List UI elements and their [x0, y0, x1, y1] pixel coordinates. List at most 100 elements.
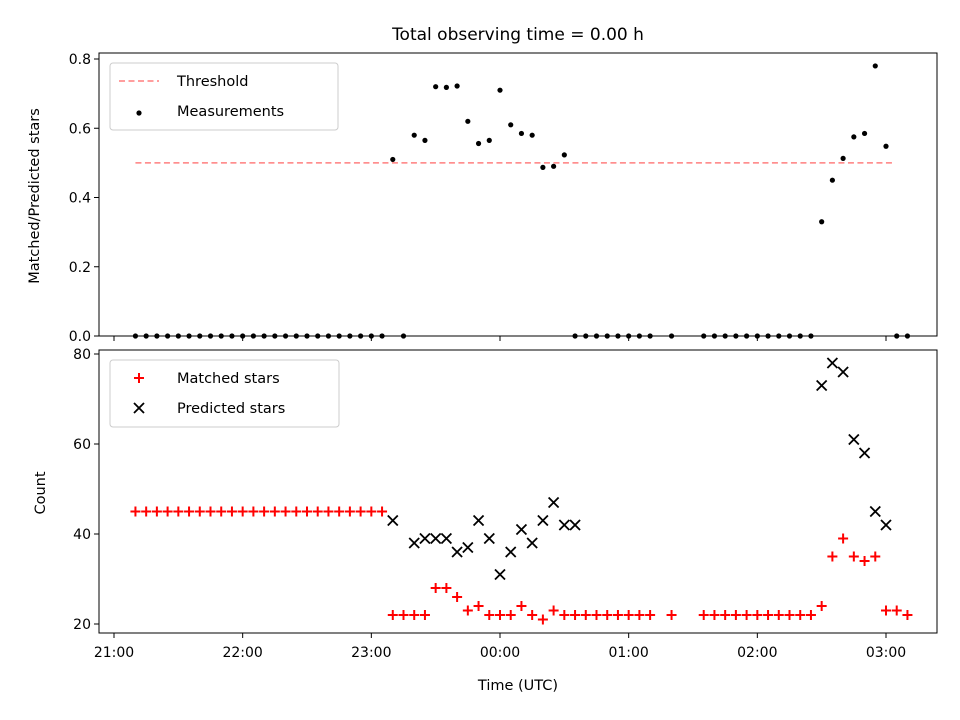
top-legend: Threshold Measurements: [109, 62, 339, 131]
measurement-point: [529, 132, 535, 138]
measurement-point: [593, 333, 600, 339]
legend-measurement-swatch: [136, 110, 142, 116]
matched-star-point: [452, 592, 463, 602]
measurement-point: [486, 137, 492, 143]
matched-star-point: [891, 605, 902, 616]
measurement-point: [861, 130, 868, 137]
measurement-point: [518, 130, 525, 137]
predicted-star-point: [419, 532, 431, 545]
measurement-point: [701, 333, 707, 339]
predicted-star-point: [462, 541, 474, 554]
measurement-point: [475, 140, 482, 147]
measurement-point: [583, 333, 589, 339]
legend-predicted-swatch: [133, 402, 145, 414]
predicted-star-point: [869, 505, 881, 518]
measurement-point: [304, 333, 310, 339]
matched-star-point: [184, 506, 195, 517]
measurement-point: [132, 333, 139, 339]
measurement-point: [786, 333, 793, 339]
top-legend-label: Threshold: [176, 74, 248, 90]
bottom-plot-area: 20 40 60 80 21:00 22:00 23:00 00:00 01:00 02:00 03…: [73, 347, 938, 661]
measurement-point: [165, 333, 171, 339]
bottom-y-axis-label: Count: [33, 471, 49, 514]
bottom-y-tick-label: 60: [73, 437, 91, 453]
predicted-star-point: [558, 519, 570, 531]
matched-star-point: [462, 605, 473, 616]
bottom-y-tick-label: 80: [73, 347, 91, 363]
matched-star-point: [387, 610, 398, 620]
matched-star-point: [580, 610, 591, 620]
measurement-point: [797, 333, 803, 339]
predicted-star-point: [880, 519, 892, 531]
predicted-star-point: [569, 519, 581, 531]
measurement-point: [143, 333, 149, 339]
measurement-point: [561, 152, 567, 158]
bottom-series-0: [130, 506, 913, 625]
predicted-star-point: [837, 366, 849, 378]
matched-star-point: [505, 610, 516, 620]
measurement-point: [207, 333, 214, 339]
matched-star-point: [741, 610, 752, 620]
bottom-legend-box: [109, 359, 340, 428]
matched-star-point: [870, 551, 881, 562]
measurement-point: [722, 333, 728, 339]
matched-star-point: [173, 506, 184, 517]
measurement-point: [454, 83, 460, 89]
predicted-star-point: [494, 568, 506, 581]
top-y-axis-label: Matched/Predicted stars: [27, 108, 43, 284]
top-plot-area: 0.0 0.2 0.4 0.6 0.8 Threshold Measurements: [69, 52, 938, 345]
matched-star-point: [527, 610, 538, 620]
matched-star-point: [216, 506, 227, 517]
bottom-y-tick-label: 20: [73, 617, 91, 633]
matched-star-point: [720, 610, 731, 620]
predicted-star-point: [408, 537, 420, 549]
matched-star-point: [752, 610, 763, 620]
matched-star-point: [237, 506, 248, 517]
matched-star-point: [141, 506, 152, 517]
measurement-point: [829, 177, 835, 183]
measurement-point: [411, 132, 417, 138]
bottom-axes-frame: [98, 349, 938, 634]
predicted-star-point: [816, 379, 828, 392]
top-series-1: [132, 63, 911, 339]
measurement-point: [497, 87, 503, 93]
bottom-legend-label: Predicted stars: [177, 401, 285, 417]
measurement-point: [626, 333, 632, 339]
matched-star-point: [484, 610, 495, 620]
measurement-point: [347, 333, 353, 339]
matched-star-point: [269, 506, 280, 517]
matched-star-point: [377, 506, 388, 517]
legend-matched-swatch: [134, 373, 144, 383]
predicted-star-point: [858, 447, 871, 459]
matched-star-point: [323, 506, 334, 517]
matched-star-point: [827, 551, 838, 562]
matched-star-point: [226, 506, 237, 517]
matched-star-point: [194, 506, 205, 517]
matched-star-point: [602, 610, 613, 620]
matched-star-point: [344, 506, 355, 517]
x-tick-label: 02:00: [737, 645, 777, 661]
predicted-star-point: [537, 514, 549, 527]
matched-star-point: [205, 506, 216, 517]
measurement-point: [904, 333, 911, 339]
matched-star-point: [902, 610, 913, 620]
matched-star-point: [559, 610, 570, 620]
measurement-point: [186, 333, 192, 339]
matched-star-point: [645, 610, 656, 620]
measurement-point: [604, 333, 610, 339]
predicted-star-point: [440, 532, 453, 545]
matched-star-point: [130, 506, 141, 517]
predicted-star-point: [826, 357, 839, 369]
measurement-point: [261, 333, 267, 339]
matched-star-point: [441, 583, 452, 593]
measurement-point: [808, 333, 814, 339]
bottom-legend: Matched stars Predicted stars: [109, 359, 340, 428]
top-y-tick-label: 0.0: [69, 329, 91, 345]
bottom-legend-label: Matched stars: [177, 371, 280, 387]
measurement-point: [390, 156, 396, 163]
matched-star-point: [398, 610, 409, 620]
matched-star-point: [280, 506, 291, 517]
x-axis-label: Time (UTC): [477, 678, 558, 694]
matched-star-point: [430, 583, 441, 593]
matched-star-point: [709, 610, 720, 620]
